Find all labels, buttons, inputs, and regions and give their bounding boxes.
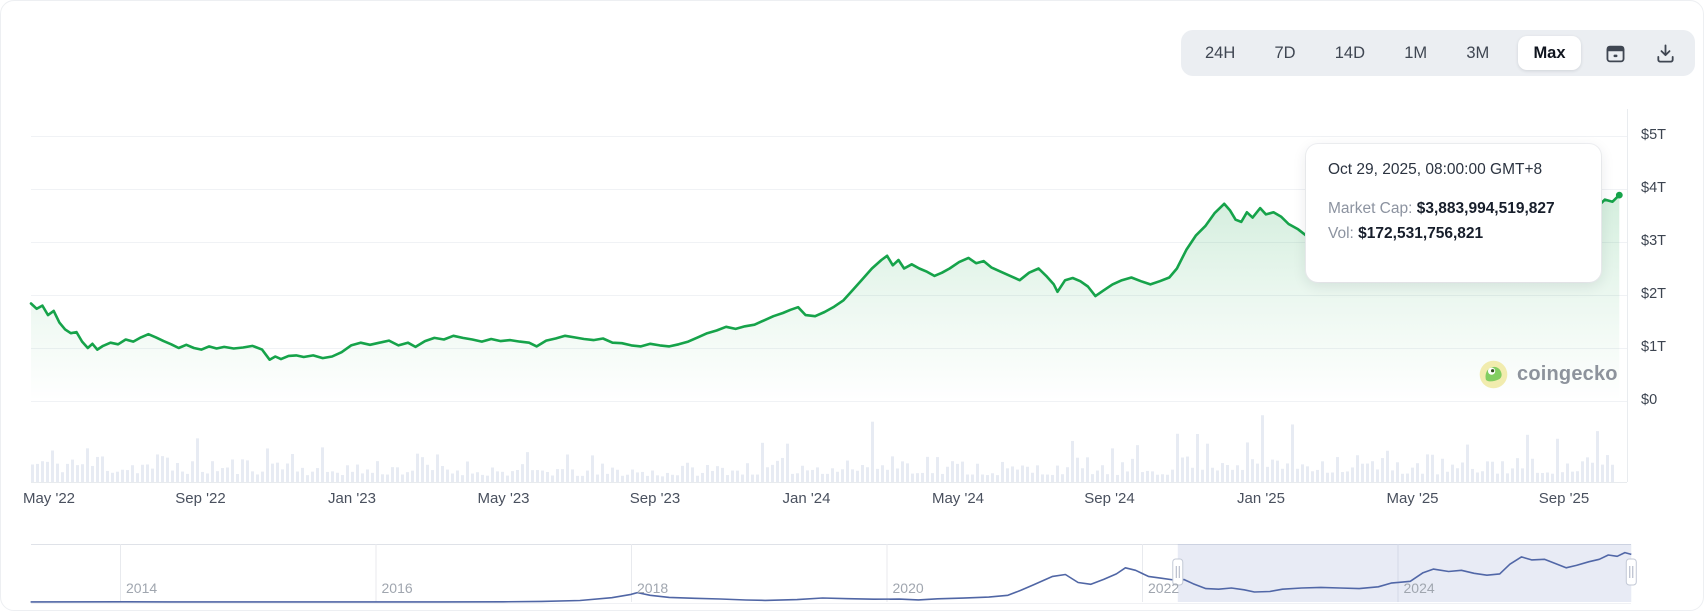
- range-button-1m[interactable]: 1M: [1394, 38, 1437, 69]
- navigator-year-label: 2024: [1403, 580, 1435, 596]
- x-axis-label: Sep '25: [1538, 490, 1590, 507]
- download-button[interactable]: [1650, 38, 1681, 69]
- coingecko-watermark: coingecko: [1479, 360, 1618, 389]
- x-axis-label: Sep '23: [629, 490, 681, 507]
- navigator-left-handle[interactable]: [1172, 558, 1184, 586]
- calendar-icon: [1604, 42, 1627, 65]
- x-axis-label: May '23: [477, 490, 530, 507]
- navigator-right-handle[interactable]: [1625, 558, 1637, 586]
- tooltip-market-cap-value: $3,883,994,519,827: [1416, 200, 1555, 217]
- time-range-selector: 24H 7D 14D 1M 3M Max: [1181, 30, 1695, 76]
- range-button-3m[interactable]: 3M: [1456, 38, 1499, 69]
- navigator-year-label: 2014: [126, 580, 158, 596]
- navigator-year-label: 2018: [637, 580, 669, 596]
- range-navigator[interactable]: [30, 544, 1637, 604]
- download-icon: [1654, 42, 1677, 65]
- range-button-14d[interactable]: 14D: [1325, 38, 1375, 69]
- calendar-button[interactable]: [1600, 38, 1631, 69]
- tooltip-volume-value: $172,531,756,821: [1358, 225, 1484, 243]
- tooltip-volume-row: Vol: $172,531,756,821: [1328, 221, 1579, 246]
- x-axis-label: Jan '25: [1237, 490, 1285, 507]
- y-axis-label: $0: [1641, 392, 1658, 408]
- coingecko-gecko-icon: [1479, 360, 1508, 389]
- x-axis-label: May '22: [22, 490, 76, 507]
- tooltip-market-cap-label: Market Cap:: [1328, 200, 1413, 217]
- x-axis-label: Sep '22: [175, 490, 226, 507]
- tooltip-volume-label: Vol:: [1328, 225, 1354, 243]
- y-axis-label: $2T: [1641, 286, 1666, 302]
- chart-tooltip: Oct 29, 2025, 08:00:00 GMT+8 Market Cap:…: [1306, 144, 1601, 282]
- navigator-year-label: 2020: [892, 580, 924, 596]
- navigator-selected-range[interactable]: [1177, 544, 1632, 602]
- tooltip-market-cap-row: Market Cap: $3,883,994,519,827: [1328, 196, 1579, 221]
- volume-bars: [31, 415, 1614, 482]
- tooltip-date: Oct 29, 2025, 08:00:00 GMT+8: [1328, 161, 1543, 178]
- range-button-max[interactable]: Max: [1518, 35, 1581, 71]
- coingecko-watermark-text: coingecko: [1517, 363, 1618, 385]
- range-button-24h[interactable]: 24H: [1195, 38, 1245, 69]
- navigator-year-label: 2022: [1148, 580, 1180, 596]
- y-axis-label: $1T: [1641, 339, 1666, 355]
- market-cap-area-fill: [31, 181, 1620, 401]
- x-axis-label: Sep '24: [1084, 490, 1135, 507]
- y-axis-label: $5T: [1641, 127, 1666, 143]
- hovered-point-marker: [1615, 191, 1623, 199]
- y-axis-label: $3T: [1641, 233, 1666, 249]
- range-button-7d[interactable]: 7D: [1264, 38, 1305, 69]
- x-axis-label: Jan '23: [328, 490, 376, 507]
- x-axis-label: May '25: [1386, 490, 1439, 507]
- navigator-year-label: 2016: [381, 580, 413, 596]
- y-axis-label: $4T: [1641, 180, 1666, 196]
- x-axis-label: May '24: [931, 490, 985, 507]
- x-axis-label: Jan '24: [782, 490, 831, 507]
